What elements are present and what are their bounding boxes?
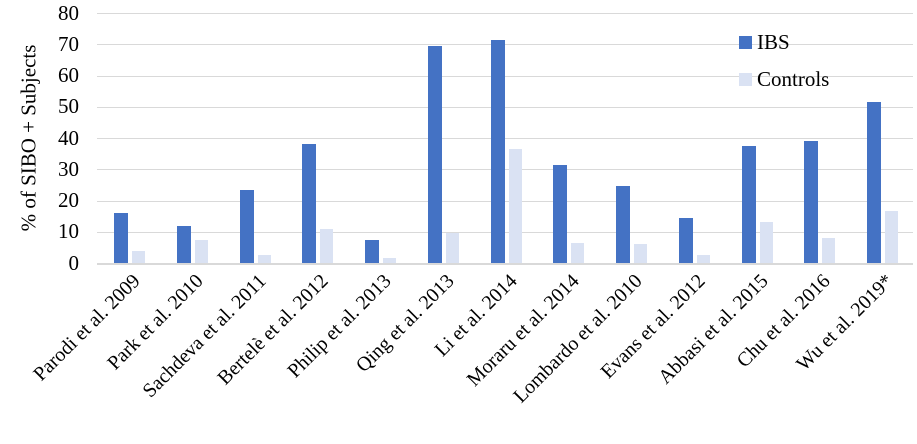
y-tick-label-0: 0: [68, 250, 80, 275]
bar-ibs-10: [678, 217, 693, 263]
gridline-50: [97, 106, 913, 108]
bar-controls-3: [257, 255, 271, 263]
plot-area: [97, 13, 913, 265]
gridline-60: [97, 75, 913, 77]
bar-ibs-6: [427, 45, 442, 263]
bar-ibs-12: [804, 141, 819, 263]
bar-controls-6: [445, 233, 459, 263]
y-tick-label-60: 60: [58, 63, 79, 87]
bar-controls-5: [383, 258, 397, 263]
gridline-80: [97, 13, 913, 14]
bar-ibs-4: [302, 144, 317, 263]
y-tick-label-10: 10: [58, 219, 79, 244]
y-tick-label-70: 70: [58, 31, 79, 56]
bar-ibs-3: [239, 189, 254, 263]
gridline-30: [97, 169, 913, 171]
y-tick-label-30: 30: [58, 156, 79, 181]
bar-controls-7: [508, 148, 522, 263]
gridline-70: [97, 44, 913, 46]
y-tick-label-20: 20: [58, 188, 79, 212]
legend-item-ibs: IBS: [739, 30, 829, 54]
bar-ibs-2: [176, 225, 191, 263]
legend-swatch-ibs: [739, 35, 752, 49]
bar-controls-4: [320, 228, 334, 263]
y-tick-label-80: 80: [58, 0, 79, 25]
bar-ibs-9: [616, 186, 631, 263]
bar-ibs-11: [741, 145, 756, 263]
gridline-20: [97, 200, 913, 202]
bar-ibs-1: [114, 213, 128, 263]
bar-controls-13: [885, 211, 899, 263]
y-tick-label-40: 40: [58, 125, 79, 150]
bar-ibs-5: [365, 239, 380, 263]
bar-ibs-8: [553, 164, 568, 263]
y-tick-label-50: 50: [58, 94, 79, 119]
legend-swatch-controls: [739, 72, 752, 86]
bar-controls-12: [822, 238, 836, 263]
bar-controls-10: [696, 255, 710, 263]
bar-controls-9: [634, 244, 648, 263]
bar-ibs-13: [867, 102, 882, 263]
bar-ibs-7: [490, 39, 505, 263]
legend: IBS Controls: [739, 30, 829, 104]
legend-item-controls: Controls: [739, 67, 829, 91]
bar-controls-1: [132, 250, 145, 263]
bar-controls-11: [759, 222, 773, 263]
gridline-10: [97, 231, 913, 233]
legend-label-controls: Controls: [757, 67, 830, 91]
legend-label-ibs: IBS: [757, 30, 790, 54]
bar-controls-2: [194, 239, 208, 263]
bar-controls-8: [571, 242, 585, 263]
gridline-40: [97, 138, 913, 139]
